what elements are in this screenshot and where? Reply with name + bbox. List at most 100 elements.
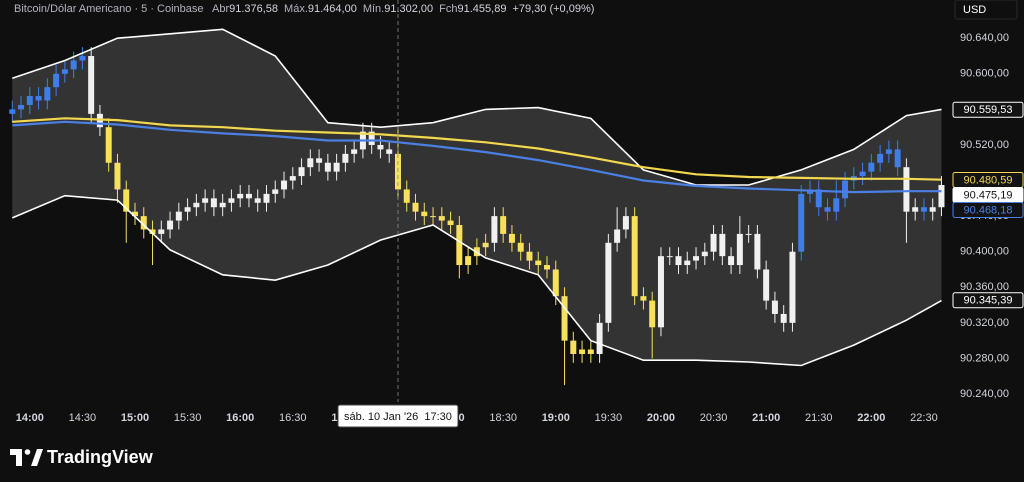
y-tick-label: 90.240,00 <box>960 388 1009 400</box>
currency: USD <box>963 4 986 16</box>
band-lower <box>11 194 942 367</box>
candle-body <box>903 167 910 212</box>
moving-average <box>12 117 942 181</box>
candle-body <box>289 176 296 181</box>
x-tick-label: 21:00 <box>752 412 780 424</box>
candle-body <box>780 313 787 323</box>
change: +79,30 (+0,09%) <box>512 3 595 15</box>
x-tick-label: 14:30 <box>69 412 97 424</box>
candle-body <box>491 216 498 243</box>
candle-body <box>684 260 691 266</box>
candle-body <box>158 229 165 234</box>
candle-body <box>605 242 612 323</box>
brand: TradingView <box>47 447 154 467</box>
candle-body <box>649 300 656 328</box>
x-tick-label: 19:00 <box>542 412 570 424</box>
field-label: Máx. <box>284 3 308 15</box>
candle-body <box>535 260 542 266</box>
field-value: 91.455,89 <box>457 3 507 15</box>
candle-body <box>920 207 927 212</box>
chart-header: Bitcoin/Dólar Americano · 5 · Coinbase A… <box>14 2 600 16</box>
candle-body <box>263 193 270 203</box>
currency-box <box>954 0 1018 20</box>
candle-body <box>833 198 840 212</box>
candle-body <box>622 216 629 230</box>
candle-body <box>482 242 489 248</box>
candle-body <box>228 198 235 203</box>
candle-body <box>631 216 638 297</box>
candle-body <box>272 189 279 194</box>
band-fill <box>12 29 942 366</box>
candle-body <box>465 256 472 266</box>
candle-body <box>579 349 586 354</box>
crosshair-label: sáb. 10 Jan '26 17:30 <box>344 411 452 423</box>
candle-body <box>79 56 86 61</box>
candle-body <box>868 162 875 172</box>
candle-body <box>596 322 603 354</box>
field-value: 91.376,58 <box>229 3 279 15</box>
candle-body <box>789 251 796 323</box>
candle-body <box>26 96 33 105</box>
candle-body <box>386 149 393 154</box>
candle-body <box>561 296 568 341</box>
candle-body <box>245 193 252 199</box>
y-tick-label: 90.600,00 <box>960 68 1009 80</box>
candle-body <box>912 207 919 212</box>
candle-body <box>798 193 805 252</box>
candle-body <box>351 149 358 154</box>
price-label-box <box>952 202 1024 219</box>
band-upper <box>12 28 942 186</box>
candle-body <box>570 340 577 354</box>
candle-body <box>237 193 244 199</box>
candle-body <box>815 189 822 208</box>
candle-body <box>123 189 130 212</box>
price-label: 90.480,59 <box>964 174 1013 186</box>
candle-body <box>281 180 288 190</box>
candle-body <box>44 87 51 101</box>
y-tick-label: 90.360,00 <box>960 281 1009 293</box>
candle-body <box>929 207 936 212</box>
x-tick-label: 16:30 <box>279 412 307 424</box>
x-tick-label: 22:30 <box>910 412 938 424</box>
candle-body <box>368 131 375 145</box>
candle-body <box>412 202 419 212</box>
candle-body <box>167 220 174 230</box>
candle-body <box>745 233 752 235</box>
candle-body <box>61 69 68 74</box>
field-value: 91.464,00 <box>307 3 357 15</box>
candle-body <box>193 202 200 208</box>
candle-body <box>377 144 384 150</box>
candle-body <box>131 211 138 217</box>
price-label-box <box>952 101 1024 118</box>
candle-body <box>710 233 717 252</box>
x-tick-label: 18:30 <box>489 412 517 424</box>
candle-body <box>552 269 559 297</box>
candle-body <box>430 216 437 218</box>
price-label: 90.345,39 <box>964 295 1013 307</box>
brand-logo <box>10 449 43 466</box>
candle-body <box>675 256 682 266</box>
candle-body <box>701 251 708 257</box>
candle-body <box>254 198 261 203</box>
candle-body <box>587 349 594 354</box>
candle-body <box>526 251 533 261</box>
candle-body <box>342 153 349 163</box>
candle-body <box>210 198 217 208</box>
candle-body <box>149 229 156 234</box>
candle-body <box>447 220 454 226</box>
field-label: Fch <box>439 3 458 15</box>
x-tick-label: 22:00 <box>857 412 885 424</box>
x-tick-label: 20:00 <box>647 412 675 424</box>
x-tick-label: 19:30 <box>595 412 623 424</box>
x-tick-label: 16:00 <box>226 412 254 424</box>
candle-body <box>421 211 428 217</box>
candle-body <box>333 162 340 172</box>
candle-body <box>824 207 831 212</box>
candle-body <box>894 149 901 168</box>
candle-body <box>35 96 42 101</box>
candle-body <box>517 242 524 252</box>
candle-body <box>693 256 700 261</box>
candle-body <box>316 158 323 163</box>
candle-body <box>105 127 112 163</box>
